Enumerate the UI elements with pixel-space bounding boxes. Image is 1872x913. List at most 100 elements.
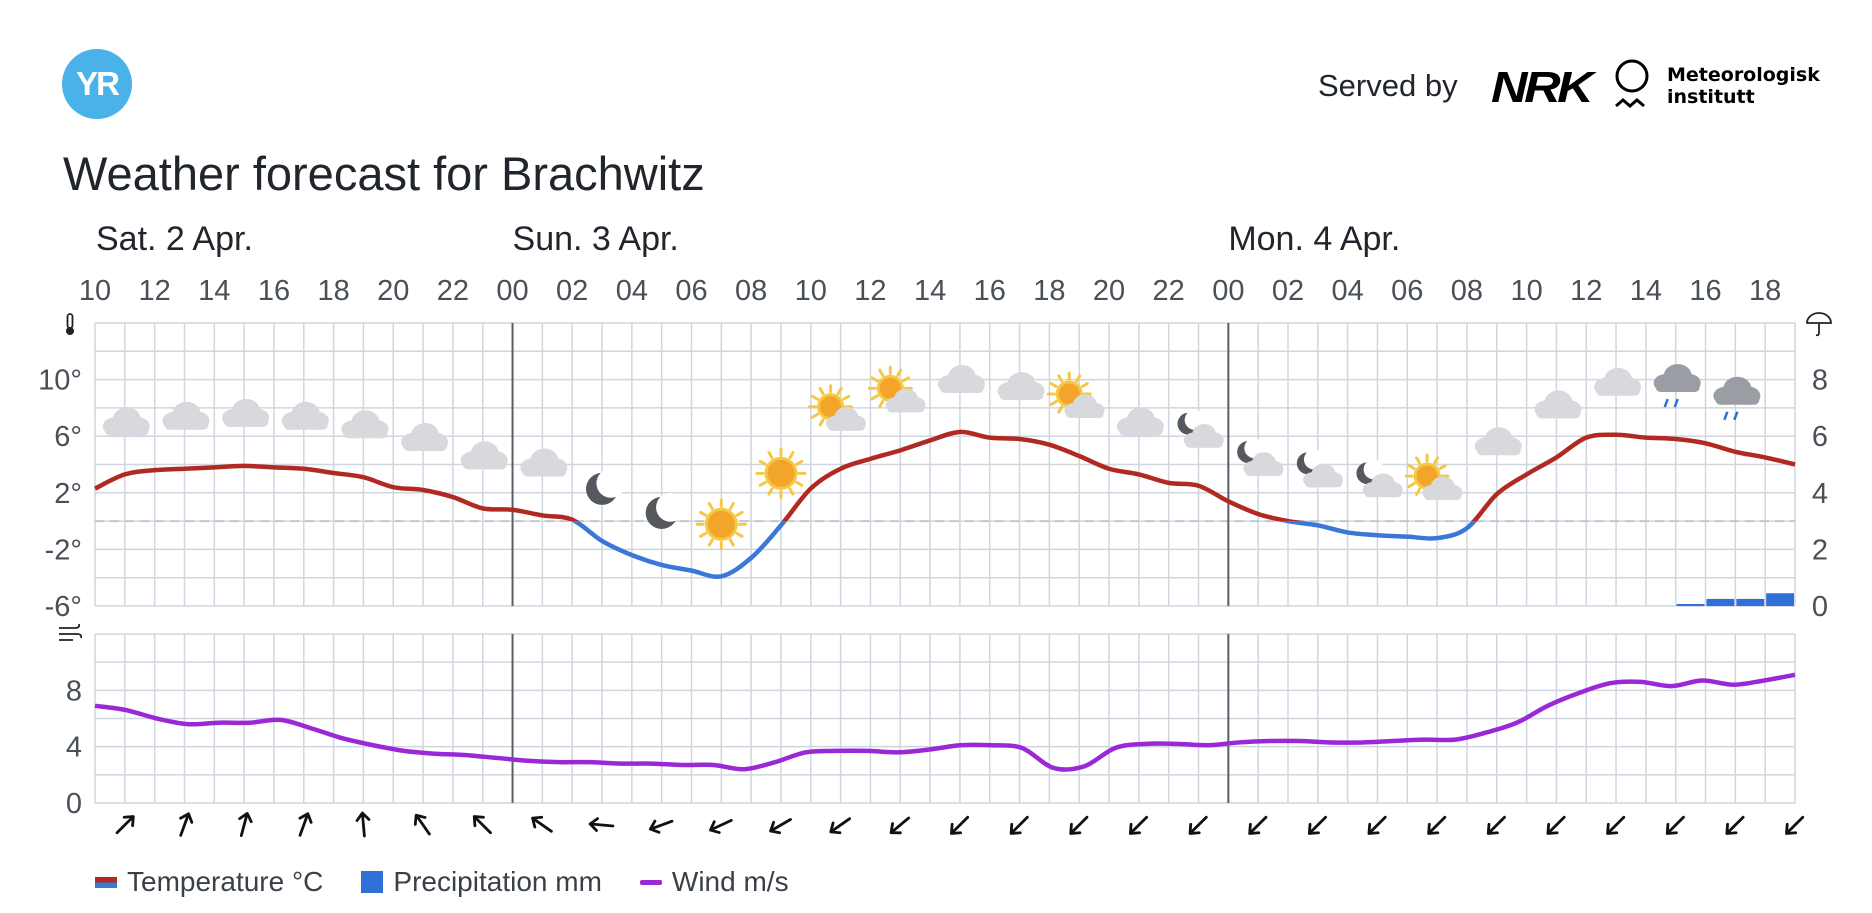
- wind-direction-arrow: [1665, 815, 1685, 835]
- hour-label: 22: [1153, 275, 1185, 307]
- sun-ray: [1407, 482, 1416, 489]
- wind-layer: [94, 672, 1796, 772]
- hour-label: 10: [795, 275, 827, 307]
- arrow-head: [472, 815, 485, 828]
- hour-label: 18: [1033, 275, 1065, 307]
- grid-layer: [94, 322, 1796, 804]
- moon-cut: [596, 468, 626, 498]
- cloud-part: [224, 415, 269, 427]
- wind-direction-arrow: [1427, 815, 1447, 835]
- cloud-part: [1304, 478, 1343, 488]
- rain-drop: [1723, 411, 1729, 421]
- moon-cut: [656, 492, 685, 522]
- arrow-shaft: [1666, 815, 1685, 835]
- hour-label: 12: [854, 275, 886, 307]
- wind-direction-arrow: [238, 812, 253, 838]
- forecast-chart: Sat. 2 Apr. Sun. 3 Apr. Mon. 4 Apr. 10 12 14 1…: [38, 220, 1832, 838]
- cloud-icon: [281, 401, 329, 430]
- day-label: Mon. 4 Apr.: [1228, 220, 1400, 258]
- cloud-part: [1364, 487, 1402, 498]
- sun-ray: [842, 394, 851, 401]
- sun-ray: [1049, 400, 1058, 407]
- moon-cloud-icon: [1177, 409, 1224, 448]
- sun-ray: [788, 451, 795, 460]
- arrow-shaft: [298, 813, 309, 837]
- temp-y-tick: 10°: [38, 365, 82, 397]
- wind-y-tick: 8: [66, 675, 82, 707]
- sun-ray: [836, 387, 843, 396]
- sun-ray: [707, 502, 714, 511]
- cloud-part: [887, 403, 925, 413]
- arrow-head: [238, 812, 253, 824]
- cloud-part: [1185, 438, 1223, 448]
- cloud-part: [1118, 424, 1163, 436]
- arrow-head: [355, 811, 371, 822]
- weather-symbol-layer: [102, 364, 1761, 550]
- sun-ray: [1075, 374, 1082, 383]
- wind-direction-arrow: [1725, 815, 1745, 835]
- sun-ray: [818, 387, 825, 396]
- moon-cloud-icon: [1296, 449, 1344, 488]
- sun-ray: [699, 531, 708, 538]
- arrow-shaft: [709, 818, 733, 832]
- sun-ray: [1438, 464, 1447, 471]
- legend-temperature-swatch: [95, 876, 117, 888]
- precipitation-bar: [1706, 598, 1735, 606]
- wind-direction-arrow: [588, 817, 615, 832]
- arrow-shaft: [890, 816, 911, 834]
- temp-y-tick: -6°: [45, 591, 82, 623]
- hour-label: 14: [914, 275, 946, 307]
- cloud-part: [522, 465, 567, 477]
- cloud-icon: [997, 372, 1045, 401]
- sun-cloud-icon: [1404, 453, 1463, 501]
- label-layer: Sat. 2 Apr. Sun. 3 Apr. Mon. 4 Apr. 10 12 14 1…: [38, 220, 1828, 820]
- arrow-shaft: [1189, 815, 1208, 835]
- met-name-line2: institutt: [1667, 86, 1755, 108]
- wind-direction-arrow: [769, 818, 792, 835]
- arrow-head: [1665, 822, 1678, 835]
- arrow-shaft: [1129, 815, 1149, 835]
- legend-precipitation-label: Precipitation mm: [393, 866, 602, 897]
- moon-cloud-icon: [1356, 459, 1403, 498]
- sun-ray: [878, 399, 885, 409]
- arrow-shaft: [1010, 815, 1029, 835]
- legend-precipitation: Precipitation mm: [361, 866, 602, 898]
- wind-direction-arrow: [889, 816, 911, 835]
- wind-direction-arrow: [1785, 815, 1805, 835]
- temp-y-tick: 2°: [54, 478, 82, 510]
- sun-ray: [818, 418, 825, 427]
- hour-label: 00: [496, 275, 528, 307]
- cloud-icon: [1594, 367, 1642, 396]
- arrow-shaft: [1368, 815, 1387, 835]
- arrow-shaft: [1070, 815, 1089, 835]
- cloud-part: [827, 421, 866, 431]
- sun-disc: [704, 507, 738, 541]
- legend-temperature-label: Temperature °C: [127, 866, 324, 897]
- rain-cloud-icon: [1713, 376, 1761, 421]
- temperature-layer: [94, 429, 1796, 579]
- cloud-icon: [460, 441, 508, 470]
- sun-ray: [870, 394, 879, 401]
- wind-y-tick: 0: [66, 788, 82, 820]
- wind-direction-arrow: [1248, 815, 1268, 835]
- arrow-shaft: [179, 813, 190, 837]
- sun-ray: [728, 538, 735, 547]
- arrow-shaft: [415, 814, 431, 836]
- sun-ray: [1057, 405, 1064, 414]
- cloud-icon: [102, 407, 150, 436]
- sun-ray: [758, 459, 767, 466]
- sun-ray: [810, 394, 820, 401]
- precip-y-tick: 0: [1812, 591, 1828, 623]
- cloud-part: [999, 389, 1044, 401]
- cloud-icon: [1474, 427, 1522, 456]
- met-institute-name: Meteorologisk institutt: [1667, 64, 1820, 108]
- hour-label: 14: [1630, 275, 1662, 307]
- sun-ray: [735, 510, 744, 517]
- cloud-icon: [937, 364, 985, 393]
- wind-direction-arrow: [179, 812, 194, 837]
- wind-direction-arrow: [1606, 815, 1626, 835]
- nrk-logo: NRK: [1491, 63, 1594, 112]
- arrow-head: [950, 822, 963, 835]
- hour-label: 16: [258, 275, 290, 307]
- arrow-head: [1606, 822, 1619, 835]
